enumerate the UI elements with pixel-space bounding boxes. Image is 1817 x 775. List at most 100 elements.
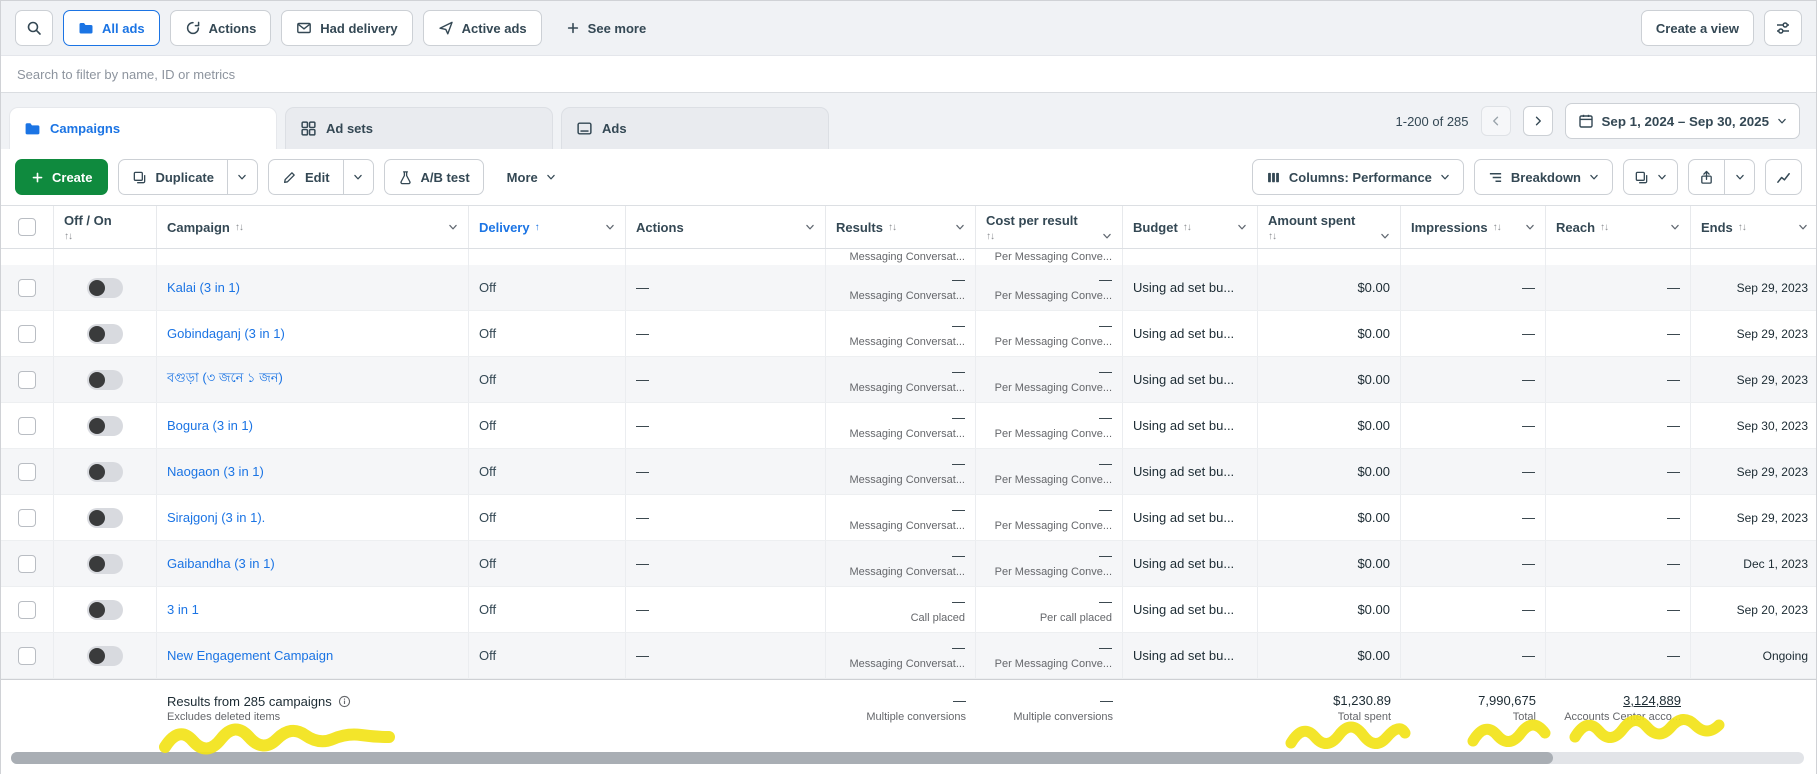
filter-actions[interactable]: Actions	[169, 10, 272, 46]
filter-caret-icon[interactable]	[605, 222, 615, 232]
campaign-toggle[interactable]	[87, 461, 123, 482]
row-checkbox[interactable]	[18, 554, 36, 573]
actions-value: —	[636, 279, 649, 295]
filter-caret-icon[interactable]	[1670, 222, 1680, 232]
campaign-link[interactable]: Naogaon (3 in 1)	[167, 464, 264, 479]
filter-caret-icon[interactable]	[1525, 222, 1535, 232]
search-input[interactable]	[1, 56, 1816, 92]
filter-active-ads[interactable]: Active ads	[422, 10, 542, 46]
campaign-link[interactable]: Gobindaganj (3 in 1)	[167, 326, 285, 341]
filter-all-ads[interactable]: All ads	[63, 10, 160, 46]
column-header-results[interactable]: Results ↑↓	[826, 206, 976, 248]
column-header-ends[interactable]: Ends ↑↓	[1691, 206, 1817, 248]
tab-campaigns[interactable]: Campaigns	[9, 107, 277, 149]
see-more-button[interactable]: See more	[552, 10, 661, 46]
filter-caret-icon[interactable]	[1102, 231, 1112, 241]
column-header-campaign[interactable]: Campaign ↑↓	[157, 206, 469, 248]
row-checkbox[interactable]	[18, 462, 36, 481]
column-header-reach[interactable]: Reach ↑↓	[1546, 206, 1691, 248]
edit-button[interactable]: Edit	[267, 159, 344, 195]
column-header-actions[interactable]: Actions	[626, 206, 826, 248]
create-view-button[interactable]: Create a view	[1640, 10, 1754, 46]
row-checkbox[interactable]	[18, 646, 36, 665]
tab-ad-sets[interactable]: Ad sets	[285, 107, 553, 149]
reports-button[interactable]	[1623, 159, 1678, 195]
campaign-toggle[interactable]	[87, 277, 123, 298]
charts-button[interactable]	[1765, 159, 1802, 195]
export-button[interactable]	[1688, 159, 1725, 195]
column-header-delivery[interactable]: Delivery ↑	[469, 206, 626, 248]
duplicate-menu-caret[interactable]	[227, 159, 258, 195]
date-range-button[interactable]: Sep 1, 2024 – Sep 30, 2025	[1564, 103, 1800, 139]
sort-icon[interactable]: ↑↓	[64, 230, 73, 242]
campaign-link[interactable]: Kalai (3 in 1)	[167, 280, 240, 295]
campaign-link[interactable]: 3 in 1	[167, 602, 199, 617]
table-row: Sirajgonj (3 in 1). Off — — Messaging Co…	[1, 495, 1816, 541]
sort-icon[interactable]: ↑↓	[1737, 221, 1747, 233]
filter-caret-icon[interactable]	[1237, 222, 1247, 232]
actions-value: —	[636, 463, 649, 479]
delivery-status: Off	[479, 325, 497, 341]
campaign-toggle[interactable]	[87, 415, 123, 436]
search-filter-button[interactable]	[15, 10, 53, 46]
sort-icon[interactable]: ↑↓	[234, 221, 244, 233]
campaign-toggle[interactable]	[87, 369, 123, 390]
column-header-off-on[interactable]: Off / On ↑↓	[54, 206, 157, 248]
campaign-link[interactable]: New Engagement Campaign	[167, 648, 334, 663]
filter-had-delivery[interactable]: Had delivery	[281, 10, 413, 46]
column-header-amount-spent[interactable]: Amount spent ↑↓	[1258, 206, 1401, 248]
filter-caret-icon[interactable]	[955, 222, 965, 232]
columns-label: Columns: Performance	[1288, 169, 1432, 185]
filter-caret-icon[interactable]	[1798, 222, 1808, 232]
info-icon[interactable]	[338, 695, 351, 708]
row-checkbox[interactable]	[18, 416, 36, 435]
campaign-link[interactable]: Sirajgonj (3 in 1).	[167, 510, 266, 525]
campaign-toggle[interactable]	[87, 645, 123, 666]
create-button[interactable]: Create	[15, 159, 109, 195]
prev-page-button[interactable]	[1480, 106, 1511, 136]
footer-reach-total-link[interactable]: 3,124,889	[1623, 693, 1681, 708]
row-checkbox[interactable]	[18, 600, 36, 619]
sort-icon[interactable]: ↑↓	[887, 221, 897, 233]
campaign-link[interactable]: Bogura (3 in 1)	[167, 418, 253, 433]
columns-button[interactable]: Columns: Performance	[1251, 159, 1464, 195]
column-header-impressions[interactable]: Impressions ↑↓	[1401, 206, 1546, 248]
filter-caret-icon[interactable]	[448, 222, 458, 232]
footer-results-title: Results from 285 campaigns	[167, 693, 332, 709]
sort-asc-icon[interactable]: ↑	[534, 221, 540, 233]
ab-test-button[interactable]: A/B test	[383, 159, 484, 195]
sort-icon[interactable]: ↑↓	[1182, 221, 1192, 233]
duplicate-button[interactable]: Duplicate	[118, 159, 228, 195]
column-header-budget[interactable]: Budget ↑↓	[1123, 206, 1258, 248]
campaign-link[interactable]: বগুড়া (৩ জনে ১ জন)	[167, 370, 283, 385]
campaign-toggle[interactable]	[87, 323, 123, 344]
filter-caret-icon[interactable]	[805, 222, 815, 232]
export-menu-caret[interactable]	[1725, 159, 1755, 195]
campaign-toggle[interactable]	[87, 599, 123, 620]
campaign-link[interactable]: Gaibandha (3 in 1)	[167, 556, 275, 571]
cost-sub-label: Per Messaging Conve...	[994, 428, 1112, 440]
sort-icon[interactable]: ↑↓	[1268, 230, 1277, 242]
view-settings-button[interactable]	[1764, 10, 1802, 46]
edit-menu-caret[interactable]	[343, 159, 374, 195]
filter-caret-icon[interactable]	[1380, 231, 1390, 241]
row-checkbox[interactable]	[18, 508, 36, 527]
breakdown-button[interactable]: Breakdown	[1473, 159, 1613, 195]
tab-ads[interactable]: Ads	[561, 107, 829, 149]
column-header-cost-per-result[interactable]: Cost per result ↑↓	[976, 206, 1123, 248]
row-toggle-cell	[54, 311, 157, 356]
row-checkbox[interactable]	[18, 370, 36, 389]
more-button[interactable]: More	[494, 159, 569, 195]
sort-icon[interactable]: ↑↓	[986, 230, 995, 242]
horizontal-scrollbar-thumb[interactable]	[11, 752, 1553, 764]
row-checkbox[interactable]	[18, 324, 36, 343]
sort-icon[interactable]: ↑↓	[1492, 221, 1502, 233]
row-checkbox[interactable]	[18, 278, 36, 297]
campaign-toggle[interactable]	[87, 507, 123, 528]
sort-icon[interactable]: ↑↓	[1600, 221, 1609, 233]
campaign-toggle[interactable]	[87, 553, 123, 574]
select-all-checkbox[interactable]	[18, 218, 36, 236]
next-page-button[interactable]	[1522, 106, 1553, 136]
cost-value: —	[1099, 640, 1112, 655]
horizontal-scrollbar-track[interactable]	[11, 752, 1804, 764]
